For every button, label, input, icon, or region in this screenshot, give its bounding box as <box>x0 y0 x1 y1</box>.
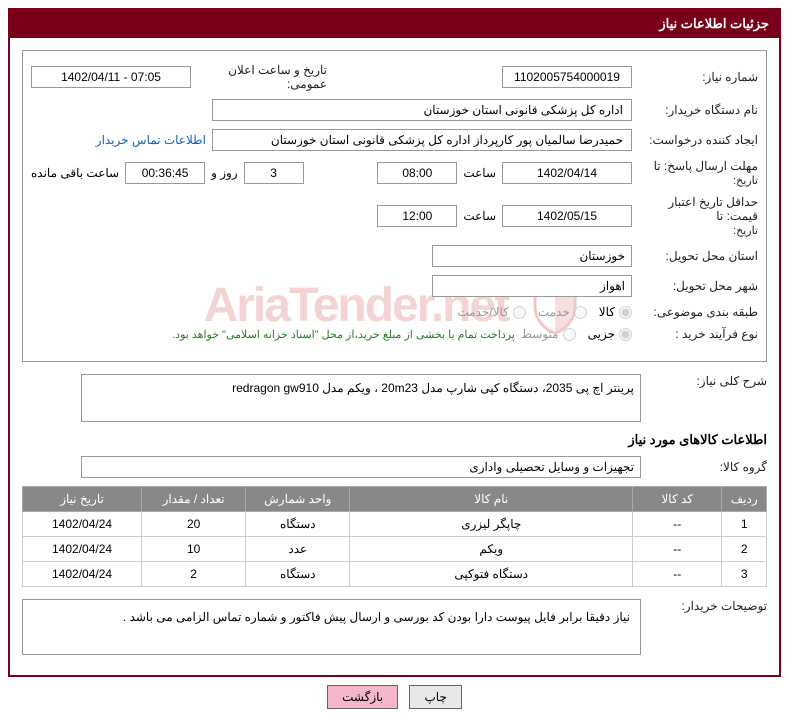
deadline-label: مهلت ارسال پاسخ: تا تاریخ: <box>638 159 758 187</box>
announce-field <box>31 66 191 88</box>
table-header: تاریخ نیاز <box>23 487 142 512</box>
overall-desc-label: شرح کلی نیاز: <box>647 374 767 388</box>
table-cell: چاپگر لیزری <box>350 512 633 537</box>
class-opt3-label: کالا/خدمت <box>457 305 508 319</box>
group-field <box>81 456 641 478</box>
main-frame: شماره نیاز: تاریخ و ساعت اعلان عمومی: نا… <box>22 50 767 362</box>
need-number-field <box>502 66 632 88</box>
table-cell: 2 <box>142 562 246 587</box>
table-header: ردیف <box>722 487 767 512</box>
proc-opt1-radio <box>619 328 632 341</box>
group-label: گروه کالا: <box>647 460 767 474</box>
process-note: پرداخت تمام یا بخشی از مبلغ خرید،از محل … <box>172 328 515 341</box>
table-row: 3--دستگاه فتوکپیدستگاه21402/04/24 <box>23 562 767 587</box>
table-cell: 1402/04/24 <box>23 562 142 587</box>
price-validity-time <box>377 205 457 227</box>
table-cell: دستگاه <box>246 562 350 587</box>
buyer-notes-label: توضیحات خریدار: <box>647 599 767 613</box>
back-button[interactable]: بازگشت <box>327 685 398 709</box>
table-row: 2--ویکمعدد101402/04/24 <box>23 537 767 562</box>
table-cell: 1 <box>722 512 767 537</box>
deadline-remain-label: ساعت باقی مانده <box>31 166 119 180</box>
items-table: ردیفکد کالانام کالاواحد شمارشتعداد / مقد… <box>22 486 767 587</box>
process-type-group: جزیی متوسط <box>521 327 632 341</box>
overall-desc-field: پرینتر اچ پی 2035، دستگاه کپی شارپ مدل 2… <box>81 374 641 422</box>
class-opt1-radio <box>619 306 632 319</box>
table-cell: دستگاه <box>246 512 350 537</box>
table-cell: ویکم <box>350 537 633 562</box>
table-header: نام کالا <box>350 487 633 512</box>
proc-opt2-radio <box>563 328 576 341</box>
table-cell: -- <box>633 562 722 587</box>
creator-label: ایجاد کننده درخواست: <box>638 133 758 147</box>
deadline-remain <box>125 162 205 184</box>
table-cell: 20 <box>142 512 246 537</box>
table-cell: دستگاه فتوکپی <box>350 562 633 587</box>
contact-link[interactable]: اطلاعات تماس خریدار <box>96 133 206 147</box>
classification-label: طبقه بندی موضوعی: <box>638 305 758 319</box>
deadline-time-label: ساعت <box>463 166 496 180</box>
class-opt2-label: خدمت <box>538 305 570 319</box>
table-header: کد کالا <box>633 487 722 512</box>
deadline-days <box>244 162 304 184</box>
buyer-org-field <box>212 99 632 121</box>
table-cell: 1402/04/24 <box>23 512 142 537</box>
table-cell: عدد <box>246 537 350 562</box>
details-panel: جزئیات اطلاعات نیاز AriaTender.net شماره… <box>8 8 781 677</box>
print-button[interactable]: چاپ <box>409 685 461 709</box>
class-opt2-radio <box>574 306 587 319</box>
proc-opt2-label: متوسط <box>521 327 559 341</box>
need-number-label: شماره نیاز: <box>638 70 758 84</box>
deadline-days-label: روز و <box>211 166 238 180</box>
class-opt1-label: کالا <box>599 305 615 319</box>
table-cell: 10 <box>142 537 246 562</box>
table-cell: 3 <box>722 562 767 587</box>
items-section-title: اطلاعات کالاهای مورد نیاز <box>22 432 767 448</box>
table-cell: -- <box>633 512 722 537</box>
deadline-date <box>502 162 632 184</box>
table-header: واحد شمارش <box>246 487 350 512</box>
buyer-org-label: نام دستگاه خریدار: <box>638 103 758 117</box>
price-validity-date <box>502 205 632 227</box>
price-validity-time-label: ساعت <box>463 209 496 223</box>
table-header: تعداد / مقدار <box>142 487 246 512</box>
table-cell: 1402/04/24 <box>23 537 142 562</box>
classification-group: کالا خدمت کالا/خدمت <box>457 305 632 319</box>
announce-label: تاریخ و ساعت اعلان عمومی: <box>197 63 327 91</box>
table-cell: 2 <box>722 537 767 562</box>
table-cell: -- <box>633 537 722 562</box>
province-label: استان محل تحویل: <box>638 249 758 263</box>
buyer-notes-box: نیاز دقیقا برابر فایل پیوست دارا بودن کد… <box>22 599 641 655</box>
deadline-time <box>377 162 457 184</box>
class-opt3-radio <box>513 306 526 319</box>
creator-field <box>212 129 632 151</box>
province-field <box>432 245 632 267</box>
table-row: 1--چاپگر لیزریدستگاه201402/04/24 <box>23 512 767 537</box>
price-validity-label: حداقل تاریخ اعتبار قیمت: تا تاریخ: <box>638 195 758 237</box>
city-field <box>432 275 632 297</box>
city-label: شهر محل تحویل: <box>638 279 758 293</box>
process-type-label: نوع فرآیند خرید : <box>638 327 758 341</box>
panel-title: جزئیات اطلاعات نیاز <box>10 10 779 38</box>
proc-opt1-label: جزیی <box>588 327 615 341</box>
